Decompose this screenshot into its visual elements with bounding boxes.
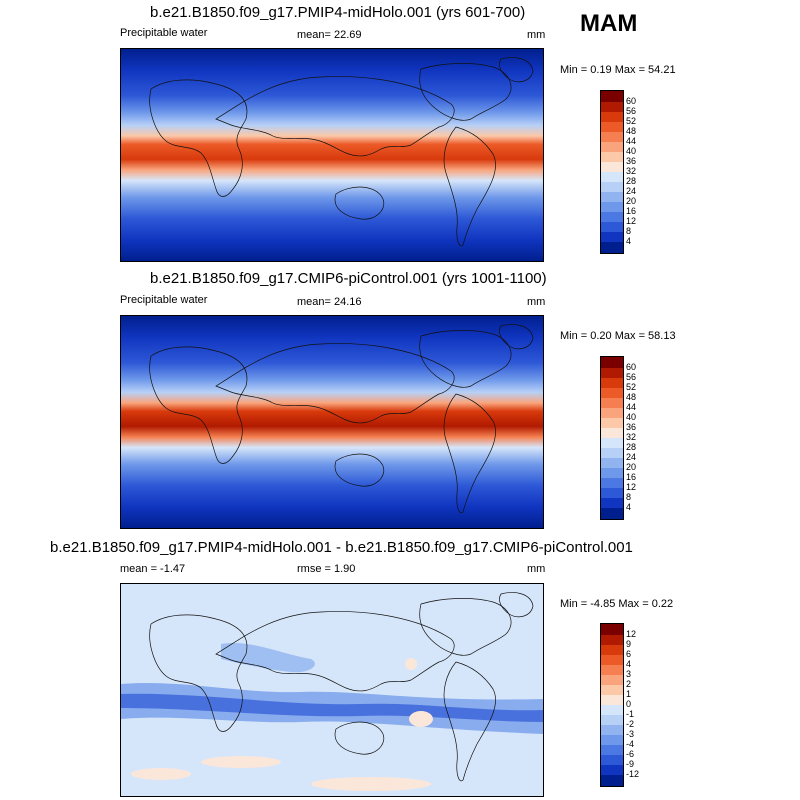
colorbar-tick: 4: [626, 659, 632, 669]
panel-2-title: b.e21.B1850.f09_g17.CMIP6-piControl.001 …: [150, 270, 547, 287]
colorbar-tick: 20: [626, 196, 637, 206]
colorbar-tick: 52: [626, 382, 637, 392]
colorbar-tick: 2: [626, 679, 632, 689]
panel-1-colorbar: [600, 90, 624, 254]
colorbar-tick: -6: [626, 749, 635, 759]
colorbar-tick: 16: [626, 206, 637, 216]
colorbar-tick: 44: [626, 402, 637, 412]
panel-2-minmax: Min = 0.20 Max = 58.13: [560, 330, 676, 342]
panel-3-mean: mean = -1.47: [120, 563, 186, 575]
colorbar-tick: 52: [626, 116, 637, 126]
colorbar-tick: 60: [626, 362, 637, 372]
colorbar-tick: -4: [626, 739, 635, 749]
colorbar-tick: 48: [626, 392, 637, 402]
season-label: MAM: [580, 10, 638, 37]
colorbar-tick: 44: [626, 136, 637, 146]
panel-3-units: mm: [527, 563, 546, 575]
colorbar-tick: -1: [626, 709, 635, 719]
panel-3-title: b.e21.B1850.f09_g17.PMIP4-midHolo.001 - …: [50, 539, 633, 556]
panel-2-map: [120, 315, 544, 529]
colorbar-tick: 56: [626, 372, 637, 382]
colorbar-tick: 56: [626, 106, 637, 116]
panel-1-units: mm: [527, 29, 546, 41]
colorbar-tick: 16: [626, 472, 637, 482]
panel-1-minmax: Min = 0.19 Max = 54.21: [560, 64, 676, 76]
panel-1-variable-label: Precipitable water: [120, 27, 208, 39]
colorbar-tick: 0: [626, 699, 632, 709]
panel-1-map: [120, 48, 544, 262]
panel-3-rmse: rmse = 1.90: [297, 563, 356, 575]
panel-3-colorbar: [600, 623, 624, 787]
colorbar-tick: 32: [626, 432, 637, 442]
colorbar-tick: 32: [626, 166, 637, 176]
colorbar-tick: -9: [626, 759, 635, 769]
colorbar-tick: 4: [626, 236, 632, 246]
panel-1-mean: mean= 22.69: [297, 29, 362, 41]
colorbar-tick: 8: [626, 492, 632, 502]
colorbar-tick: 1: [626, 689, 632, 699]
colorbar-tick: 12: [626, 629, 637, 639]
panel-3-map: [120, 583, 544, 797]
panel-2-units: mm: [527, 296, 546, 308]
colorbar-tick: 36: [626, 422, 637, 432]
colorbar-tick: 20: [626, 462, 637, 472]
colorbar-tick: -2: [626, 719, 635, 729]
colorbar-tick: -3: [626, 729, 635, 739]
colorbar-tick: 40: [626, 412, 637, 422]
colorbar-tick: 12: [626, 216, 637, 226]
panel-2-mean: mean= 24.16: [297, 296, 362, 308]
colorbar-tick: 28: [626, 176, 637, 186]
colorbar-tick: 40: [626, 146, 637, 156]
colorbar-tick: 3: [626, 669, 632, 679]
colorbar-tick: 4: [626, 502, 632, 512]
colorbar-tick: 28: [626, 442, 637, 452]
panel-3-minmax: Min = -4.85 Max = 0.22: [560, 598, 674, 610]
colorbar-tick: 60: [626, 96, 637, 106]
colorbar-tick: 24: [626, 186, 637, 196]
panel-2-colorbar: [600, 356, 624, 520]
colorbar-tick: 12: [626, 482, 637, 492]
colorbar-tick: 36: [626, 156, 637, 166]
colorbar-tick: -12: [626, 769, 640, 779]
colorbar-tick: 48: [626, 126, 637, 136]
panel-2-variable-label: Precipitable water: [120, 294, 208, 306]
colorbar-tick: 8: [626, 226, 632, 236]
panel-1-title: b.e21.B1850.f09_g17.PMIP4-midHolo.001 (y…: [150, 4, 526, 21]
colorbar-tick: 9: [626, 639, 632, 649]
colorbar-tick: 6: [626, 649, 632, 659]
colorbar-tick: 24: [626, 452, 637, 462]
